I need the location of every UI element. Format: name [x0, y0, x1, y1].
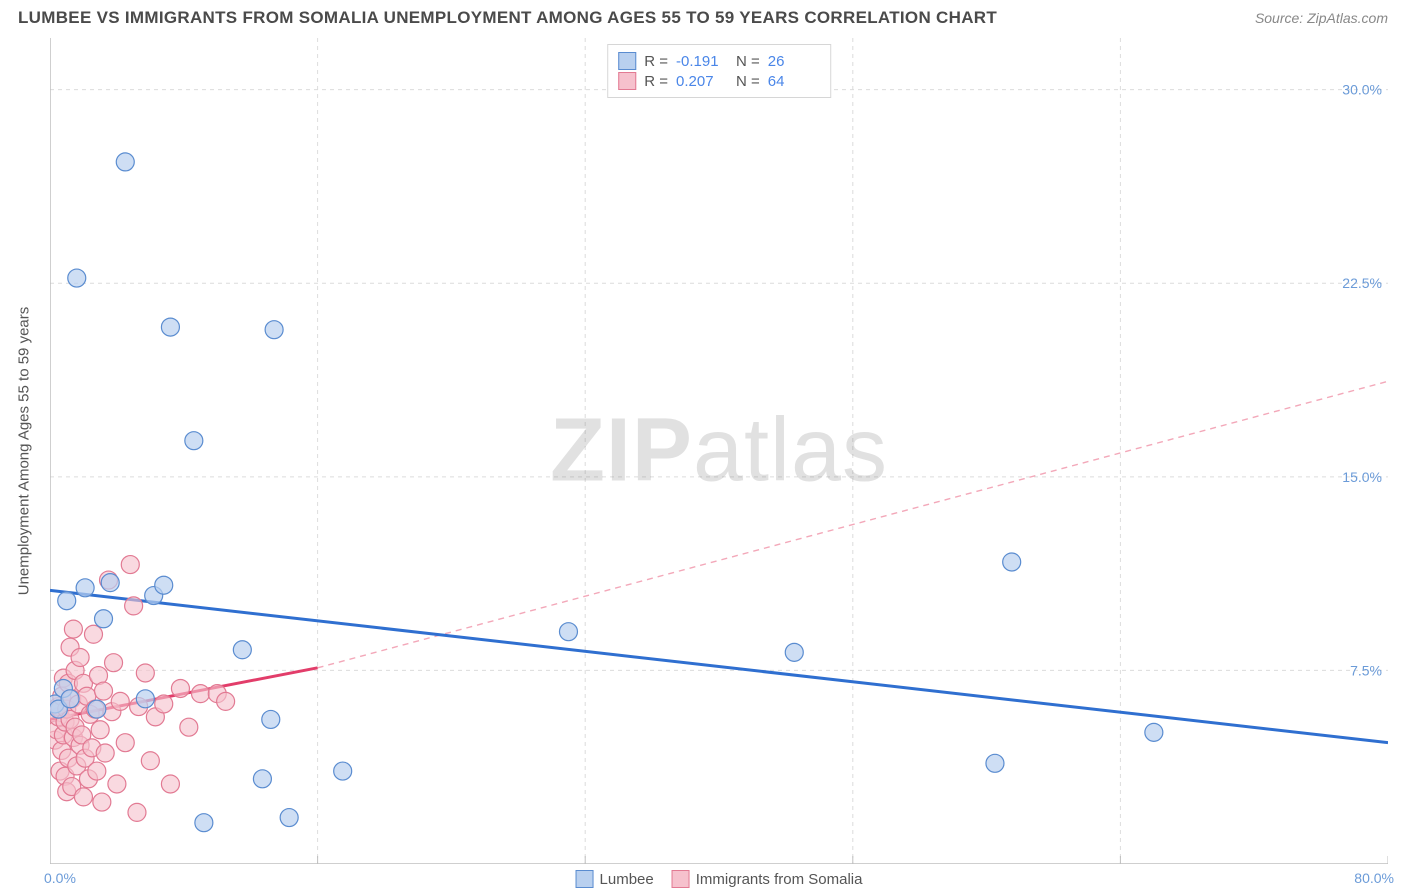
n-label: N =: [736, 53, 760, 70]
svg-text:30.0%: 30.0%: [1342, 82, 1382, 98]
svg-text:15.0%: 15.0%: [1342, 469, 1382, 485]
legend-item-somalia: Immigrants from Somalia: [672, 870, 863, 888]
swatch-lumbee: [618, 52, 636, 70]
swatch-somalia: [618, 72, 636, 90]
swatch-somalia: [672, 870, 690, 888]
svg-text:22.5%: 22.5%: [1342, 275, 1382, 291]
title-bar: LUMBEE VS IMMIGRANTS FROM SOMALIA UNEMPL…: [0, 0, 1406, 34]
r-value-somalia: 0.207: [676, 73, 728, 90]
swatch-lumbee: [576, 870, 594, 888]
x-axis-min-label: 0.0%: [44, 870, 76, 886]
stats-legend: R = -0.191 N = 26 R = 0.207 N = 64: [607, 44, 831, 98]
legend-label-lumbee: Lumbee: [600, 871, 654, 888]
source-attribution: Source: ZipAtlas.com: [1255, 10, 1388, 26]
svg-text:7.5%: 7.5%: [1350, 662, 1382, 678]
stats-row-somalia: R = 0.207 N = 64: [618, 71, 820, 91]
y-axis-label: Unemployment Among Ages 55 to 59 years: [16, 307, 33, 596]
n-value-lumbee: 26: [768, 53, 820, 70]
r-label: R =: [644, 53, 668, 70]
stats-row-lumbee: R = -0.191 N = 26: [618, 51, 820, 71]
legend-label-somalia: Immigrants from Somalia: [696, 871, 863, 888]
r-label: R =: [644, 73, 668, 90]
x-axis-max-label: 80.0%: [1354, 870, 1394, 886]
r-value-lumbee: -0.191: [676, 53, 728, 70]
scatter-plot: 7.5% 15.0% 22.5% 30.0%: [50, 38, 1388, 864]
chart-area: Unemployment Among Ages 55 to 59 years 7…: [50, 38, 1388, 864]
n-label: N =: [736, 73, 760, 90]
series-legend: Lumbee Immigrants from Somalia: [576, 870, 863, 888]
n-value-somalia: 64: [768, 73, 820, 90]
legend-item-lumbee: Lumbee: [576, 870, 654, 888]
chart-title: LUMBEE VS IMMIGRANTS FROM SOMALIA UNEMPL…: [18, 8, 997, 28]
